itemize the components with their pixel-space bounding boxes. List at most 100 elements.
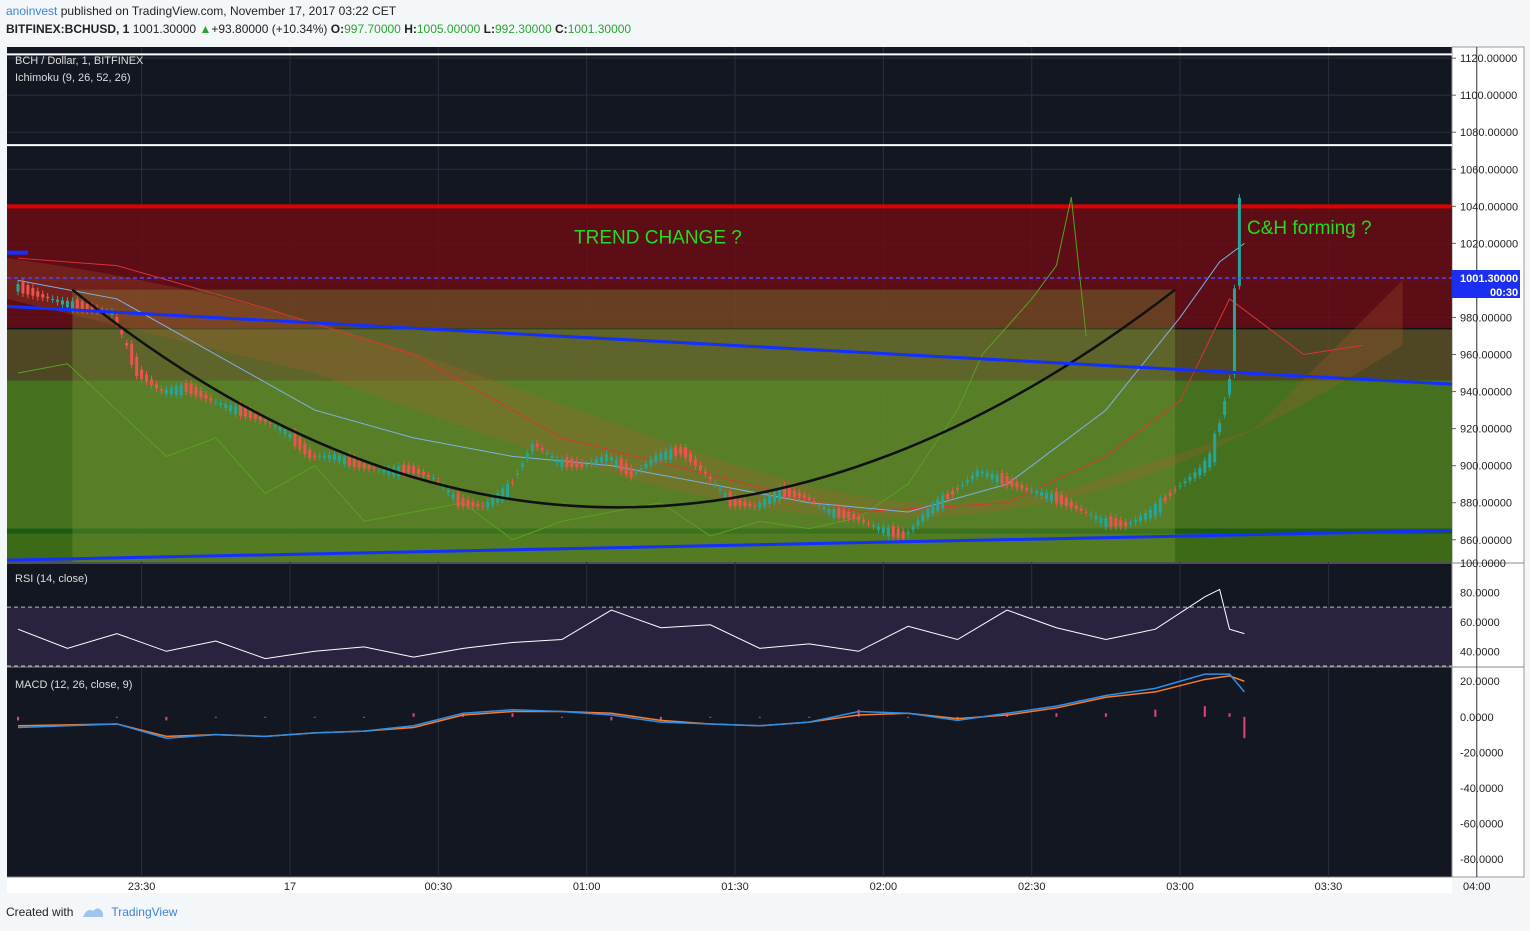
candle-body <box>857 516 861 521</box>
candle-body <box>876 526 880 530</box>
macd-tick-label: 20.0000 <box>1460 676 1500 688</box>
candle-body <box>491 497 495 505</box>
symbol-info-bar: BITFINEX:BCHUSD, 1 1001.30000 ▲+93.80000… <box>6 22 631 36</box>
candle-body <box>476 503 480 507</box>
macd-tick-label: -80.0000 <box>1460 854 1503 866</box>
price-tick-label: 1120.00000 <box>1460 53 1517 65</box>
candle-body <box>1168 493 1172 496</box>
candle-body <box>763 499 767 506</box>
high-value: 1005.00000 <box>416 22 481 36</box>
main-pane-title: BCH / Dollar, 1, BITFINEX <box>15 55 144 67</box>
candle-body <box>70 301 74 310</box>
candle-body <box>298 437 302 450</box>
candle-body <box>1015 481 1019 488</box>
candle-body <box>1089 514 1093 516</box>
candle-body <box>1104 518 1108 527</box>
candle-body <box>65 300 69 308</box>
candle-body <box>555 459 559 463</box>
candle-body <box>382 469 386 473</box>
candle-body <box>911 526 915 530</box>
tradingview-brand[interactable]: TradingView <box>111 905 178 919</box>
author-link[interactable]: anoinvest <box>6 4 58 18</box>
candle-body <box>891 526 895 537</box>
candle-body <box>431 477 435 479</box>
macd-histogram-bar <box>1055 713 1058 717</box>
candle-body <box>1173 489 1177 491</box>
candle-body <box>159 388 163 391</box>
candle-body <box>960 484 964 486</box>
candle-body <box>41 294 45 298</box>
candle-body <box>21 282 25 294</box>
price-tick-label: 1080.00000 <box>1460 127 1518 139</box>
macd-histogram-bar <box>709 716 712 718</box>
candle-body <box>145 374 149 382</box>
price-tick-label: 920.00000 <box>1460 424 1512 436</box>
candle-body <box>1129 523 1133 525</box>
candle-body <box>278 427 282 431</box>
candle-body <box>1198 467 1202 476</box>
close-value: 1001.30000 <box>567 22 632 36</box>
candle-body <box>1119 520 1123 527</box>
candle-body <box>189 383 193 394</box>
candle-body <box>417 469 421 475</box>
candle-body <box>214 401 218 403</box>
candle-body <box>1218 423 1222 433</box>
candle-body <box>1000 473 1004 485</box>
candle-body <box>609 457 613 461</box>
low-value: 992.30000 <box>494 22 552 36</box>
candle-body <box>313 455 317 458</box>
candle-body <box>693 459 697 467</box>
candle-body <box>906 532 910 534</box>
candle-body <box>1203 460 1207 473</box>
candle-body <box>56 299 60 302</box>
candle-body <box>886 527 890 536</box>
candle-body <box>698 465 702 471</box>
candle-body <box>847 511 851 519</box>
time-tick-label: 00:30 <box>425 881 453 893</box>
publish-text: published on TradingView.com, November 1… <box>60 4 397 18</box>
candle-body <box>46 296 50 299</box>
candle-body <box>1228 378 1232 395</box>
candle-body <box>179 384 183 395</box>
candle-body <box>31 288 35 296</box>
candle-body <box>426 474 430 477</box>
macd-histogram-bar <box>808 716 811 718</box>
time-tick-label: 03:30 <box>1315 881 1343 893</box>
candle-body <box>921 514 925 522</box>
macd-histogram-bar <box>165 716 168 721</box>
candle-body <box>332 454 336 460</box>
macd-histogram-bar <box>214 716 217 718</box>
candle-body <box>224 404 228 408</box>
cup-handle-annotation: C&H forming ? <box>1247 218 1372 239</box>
price-tick-label: 980.00000 <box>1460 312 1512 324</box>
candle-body <box>782 486 786 497</box>
macd-histogram-bar <box>1104 713 1107 717</box>
candle-body <box>164 389 168 394</box>
candle-body <box>951 490 955 495</box>
candle-body <box>51 298 55 300</box>
candle-body <box>1143 513 1147 520</box>
candle-body <box>110 312 114 315</box>
candle-body <box>1178 485 1182 487</box>
candle-body <box>560 459 564 468</box>
price-tick-label: 860.00000 <box>1460 535 1512 547</box>
rsi-tick-label: 40.0000 <box>1460 646 1500 658</box>
candle-body <box>135 356 139 377</box>
candle-body <box>1094 516 1098 520</box>
candle-body <box>486 501 490 508</box>
candle-body <box>713 483 717 485</box>
candle-body <box>1084 511 1088 513</box>
candle-body <box>1124 521 1128 527</box>
macd-histogram-bar <box>758 716 761 718</box>
macd-histogram-bar <box>1228 713 1231 717</box>
symbol-label: BITFINEX:BCHUSD, 1 <box>6 22 130 36</box>
cup-arc <box>71 288 1176 509</box>
rsi-tick-label: 100.0000 <box>1460 558 1506 570</box>
time-tick-label: 17 <box>284 881 296 893</box>
support-line <box>7 528 1452 534</box>
candle-body <box>619 458 623 472</box>
candle-body <box>817 504 821 506</box>
candle-body <box>337 455 341 461</box>
candle-body <box>125 343 129 346</box>
